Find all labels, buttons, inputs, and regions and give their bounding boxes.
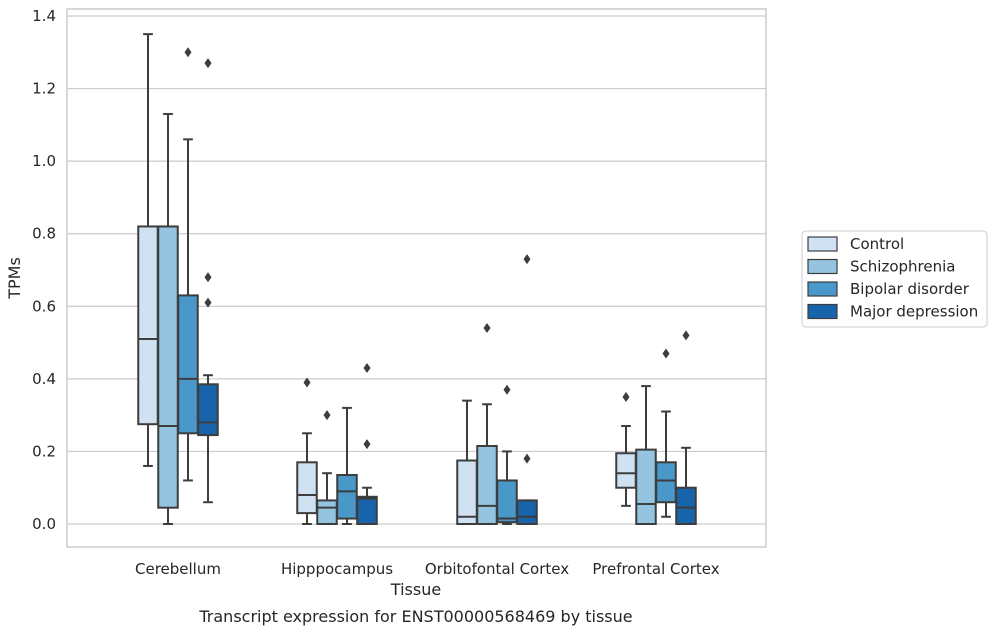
iqr-box — [675, 486, 697, 526]
box-major-depression — [675, 330, 697, 526]
iqr-box — [197, 383, 219, 437]
plot-frame — [66, 8, 767, 548]
y-tick-label: 0.8 — [32, 225, 56, 243]
x-tick-label: Cerebellum — [135, 560, 221, 578]
iqr-box — [635, 448, 657, 525]
outlier-point — [523, 453, 531, 464]
iqr-box — [496, 479, 518, 524]
chart-title: Transcript expression for ENST0000056846… — [198, 607, 632, 626]
legend-label: Bipolar disorder — [850, 280, 970, 298]
outlier-point — [622, 392, 630, 402]
outlier-point — [184, 47, 192, 58]
box-bipolar-disorder — [496, 384, 518, 525]
y-tick-label: 0.6 — [32, 297, 56, 315]
legend-label: Major depression — [850, 303, 978, 321]
box-control — [615, 392, 637, 507]
iqr-box — [516, 499, 538, 525]
outlier-point — [662, 348, 670, 359]
outlier-point — [363, 362, 371, 373]
box-bipolar-disorder — [655, 348, 677, 518]
outlier-point — [204, 58, 212, 69]
box-schizophrenia — [157, 112, 179, 525]
x-tick-labels: Cerebellum Hipppocampus Orbitofontal Corte… — [135, 560, 720, 578]
box-control — [296, 377, 318, 525]
iqr-box — [356, 495, 378, 525]
outlier-point — [483, 323, 491, 334]
legend-swatch — [807, 303, 838, 320]
x-axis-label: Tissue — [390, 580, 441, 599]
y-tick-labels: 0.0 0.2 0.4 0.6 0.8 1.0 1.2 1.4 — [32, 7, 56, 533]
outlier-point — [363, 439, 371, 450]
iqr-box — [296, 461, 318, 515]
legend-swatch — [807, 281, 838, 297]
y-tick-label: 0.4 — [32, 370, 56, 388]
legend-swatch — [807, 236, 838, 252]
box-bipolar-disorder — [336, 406, 358, 525]
outlier-point — [204, 297, 212, 308]
iqr-box — [177, 294, 199, 435]
iqr-box — [456, 459, 478, 525]
legend-frame — [801, 230, 988, 328]
iqr-box — [615, 452, 637, 489]
box-major-depression — [356, 362, 378, 525]
y-tick-label: 0.2 — [32, 442, 56, 460]
y-tick-label: 1.0 — [32, 152, 56, 170]
outlier-point — [523, 254, 531, 265]
iqr-box — [336, 474, 358, 520]
box-schizophrenia — [316, 410, 338, 525]
legend-swatch — [807, 258, 838, 275]
box-major-depression — [197, 58, 219, 504]
outlier-point — [303, 377, 311, 388]
y-tick-label: 1.2 — [32, 80, 56, 98]
iqr-box — [655, 461, 677, 504]
x-tick-label: Prefrontal Cortex — [592, 560, 719, 578]
x-tick-label: Orbitofontal Cortex — [425, 560, 569, 578]
iqr-box — [137, 225, 159, 426]
iqr-box — [476, 444, 498, 525]
box-schizophrenia — [476, 323, 498, 525]
box-bipolar-disorder — [177, 47, 199, 482]
outlier-point — [204, 272, 212, 283]
outlier-point — [503, 384, 511, 395]
legend: Control Schizophrenia Bipolar disorder Majo… — [801, 230, 988, 328]
legend-label: Schizophrenia — [850, 258, 955, 276]
outlier-point — [682, 330, 690, 341]
y-axis-label: TPMs — [5, 257, 24, 300]
box-schizophrenia — [635, 385, 657, 525]
y-tick-label: 1.4 — [32, 7, 56, 25]
box-control — [456, 399, 478, 525]
iqr-box — [157, 225, 179, 509]
box-control — [137, 33, 159, 467]
box-groups — [137, 33, 697, 526]
iqr-box — [316, 499, 338, 525]
outlier-point — [323, 410, 331, 421]
legend-label: Control — [850, 235, 904, 253]
x-tick-label: Hipppocampus — [281, 560, 393, 578]
box-major-depression — [516, 254, 538, 525]
y-tick-label: 0.0 — [32, 515, 56, 533]
